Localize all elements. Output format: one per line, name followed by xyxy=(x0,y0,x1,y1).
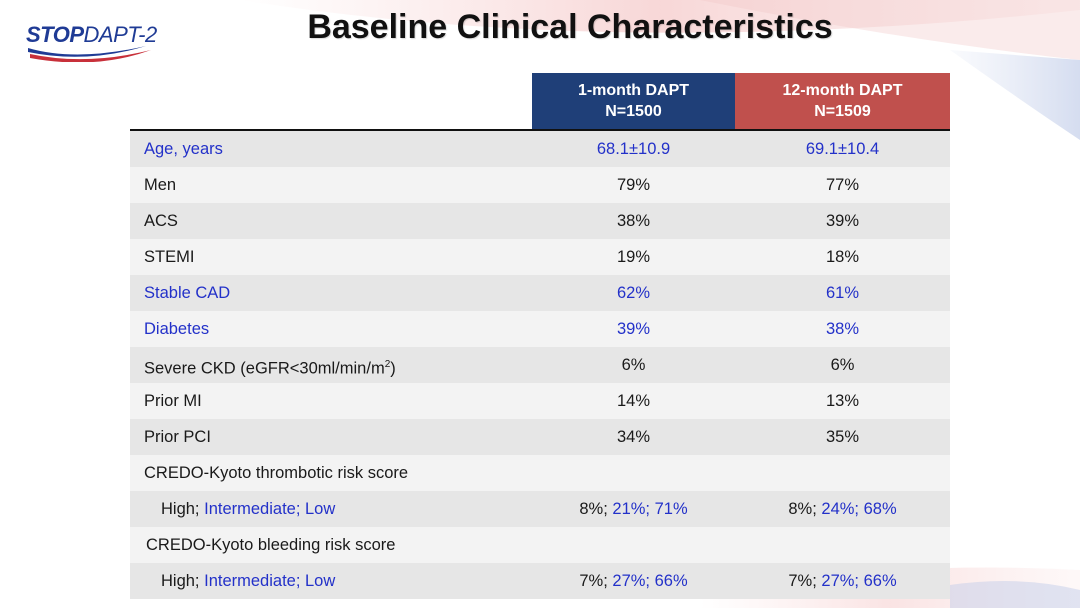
table-row-bleeding-risk-values: High; Intermediate; Low 7%; 27%; 66% 7%;… xyxy=(130,563,950,599)
table-row-prior-pci: Prior PCI 34% 35% xyxy=(130,419,950,455)
column-header-title: 12-month DAPT xyxy=(782,82,903,99)
cell-high: 8%; xyxy=(579,500,613,518)
row-label-end: ) xyxy=(390,359,396,378)
cell-1-month xyxy=(532,527,735,563)
cell-1-month: 7%; 27%; 66% xyxy=(532,563,735,599)
slide-title: Baseline Clinical Characteristics xyxy=(307,8,833,46)
characteristics-table: 1-month DAPT N=1500 12-month DAPT N=1509… xyxy=(130,73,950,599)
row-label-high: High; xyxy=(161,500,205,518)
cell-1-month: 38% xyxy=(616,212,651,230)
table-row-bleeding-risk-header: CREDO-Kyoto bleeding risk score xyxy=(130,527,950,563)
column-header-12-month: 12-month DAPT N=1509 xyxy=(735,73,950,129)
column-header-n: N=1500 xyxy=(605,103,662,120)
row-label: CREDO-Kyoto thrombotic risk score xyxy=(144,464,409,482)
cell-12-month: 13% xyxy=(825,392,860,410)
row-label: Stable CAD xyxy=(144,284,231,302)
logo-text-part1: STOP xyxy=(26,22,84,47)
row-label: Age, years xyxy=(144,140,223,158)
cell-1-month: 68.1±10.9 xyxy=(596,140,671,158)
column-header-n: N=1509 xyxy=(814,103,871,120)
cell-high: 8%; xyxy=(788,500,822,518)
cell-1-month: 34% xyxy=(616,428,651,446)
stopdapt-2-logo: STOPDAPT-2 xyxy=(26,18,196,64)
table-row-stable-cad: Stable CAD 62% 61% xyxy=(130,275,950,311)
row-label-text: Severe CKD (eGFR<30ml/min/m xyxy=(144,359,385,378)
table-row-men: Men 79% 77% xyxy=(130,167,950,203)
cell-1-month: 62% xyxy=(616,284,651,302)
logo-text-part2: DAPT-2 xyxy=(83,22,158,47)
cell-12-month: 77% xyxy=(825,176,860,194)
cell-intermediate-low: 27%; 66% xyxy=(612,572,688,590)
table-row-thrombotic-risk-values: High; Intermediate; Low 8%; 21%; 71% 8%;… xyxy=(130,491,950,527)
logo-swoosh xyxy=(28,46,151,62)
cell-1-month: 19% xyxy=(616,248,651,266)
row-label: Diabetes xyxy=(144,320,210,338)
table-row-diabetes: Diabetes 39% 38% xyxy=(130,311,950,347)
row-label: Men xyxy=(144,176,177,194)
logo-text: STOPDAPT-2 xyxy=(26,22,157,48)
table-row-severe-ckd: Severe CKD (eGFR<30ml/min/m2) 6% 6% xyxy=(130,347,950,383)
cell-1-month: 39% xyxy=(616,320,651,338)
header-divider xyxy=(130,129,950,131)
cell-12-month: 18% xyxy=(825,248,860,266)
cell-12-month: 7%; 27%; 66% xyxy=(735,563,950,599)
cell-12-month: 69.1±10.4 xyxy=(805,140,880,158)
table-row-age: Age, years 68.1±10.9 69.1±10.4 xyxy=(130,131,950,167)
cell-12-month xyxy=(735,527,950,563)
row-label: CREDO-Kyoto bleeding risk score xyxy=(146,536,396,554)
cell-1-month: 14% xyxy=(616,392,651,410)
cell-12-month: 39% xyxy=(825,212,860,230)
table-row-prior-mi: Prior MI 14% 13% xyxy=(130,383,950,419)
column-header-title: 1-month DAPT xyxy=(577,82,690,99)
row-label: ACS xyxy=(144,212,178,230)
cell-1-month: 8%; 21%; 71% xyxy=(532,491,735,527)
cell-12-month: 35% xyxy=(825,428,860,446)
cell-1-month: 79% xyxy=(616,176,651,194)
cell-12-month: 6% xyxy=(830,356,855,374)
cell-high: 7%; xyxy=(788,572,822,590)
cell-1-month xyxy=(532,455,735,491)
table-row-thrombotic-risk-header: CREDO-Kyoto thrombotic risk score xyxy=(130,455,950,491)
cell-12-month: 38% xyxy=(825,320,860,338)
column-header-1-month: 1-month DAPT N=1500 xyxy=(532,73,735,129)
table-row-acs: ACS 38% 39% xyxy=(130,203,950,239)
row-label: STEMI xyxy=(144,248,195,266)
row-label-intermediate-low: Intermediate; Low xyxy=(204,500,336,518)
row-label-intermediate-low: Intermediate; Low xyxy=(204,572,336,590)
table-row-stemi: STEMI 19% 18% xyxy=(130,239,950,275)
cell-intermediate-low: 24%; 68% xyxy=(821,500,897,518)
cell-intermediate-low: 21%; 71% xyxy=(612,500,688,518)
cell-intermediate-low: 27%; 66% xyxy=(821,572,897,590)
row-label: Prior MI xyxy=(144,392,202,410)
row-label: High; Intermediate; Low xyxy=(161,491,335,527)
cell-12-month: 8%; 24%; 68% xyxy=(735,491,950,527)
table-header-row: 1-month DAPT N=1500 12-month DAPT N=1509 xyxy=(130,73,950,129)
row-label: Prior PCI xyxy=(144,428,211,446)
cell-high: 7%; xyxy=(579,572,613,590)
row-label-high: High; xyxy=(161,572,205,590)
cell-12-month: 61% xyxy=(825,284,860,302)
cell-1-month: 6% xyxy=(621,356,646,374)
cell-12-month xyxy=(735,455,950,491)
row-label: Severe CKD (eGFR<30ml/min/m2) xyxy=(144,347,396,383)
row-label-superscript: 2 xyxy=(384,359,391,370)
row-label: High; Intermediate; Low xyxy=(161,563,335,599)
